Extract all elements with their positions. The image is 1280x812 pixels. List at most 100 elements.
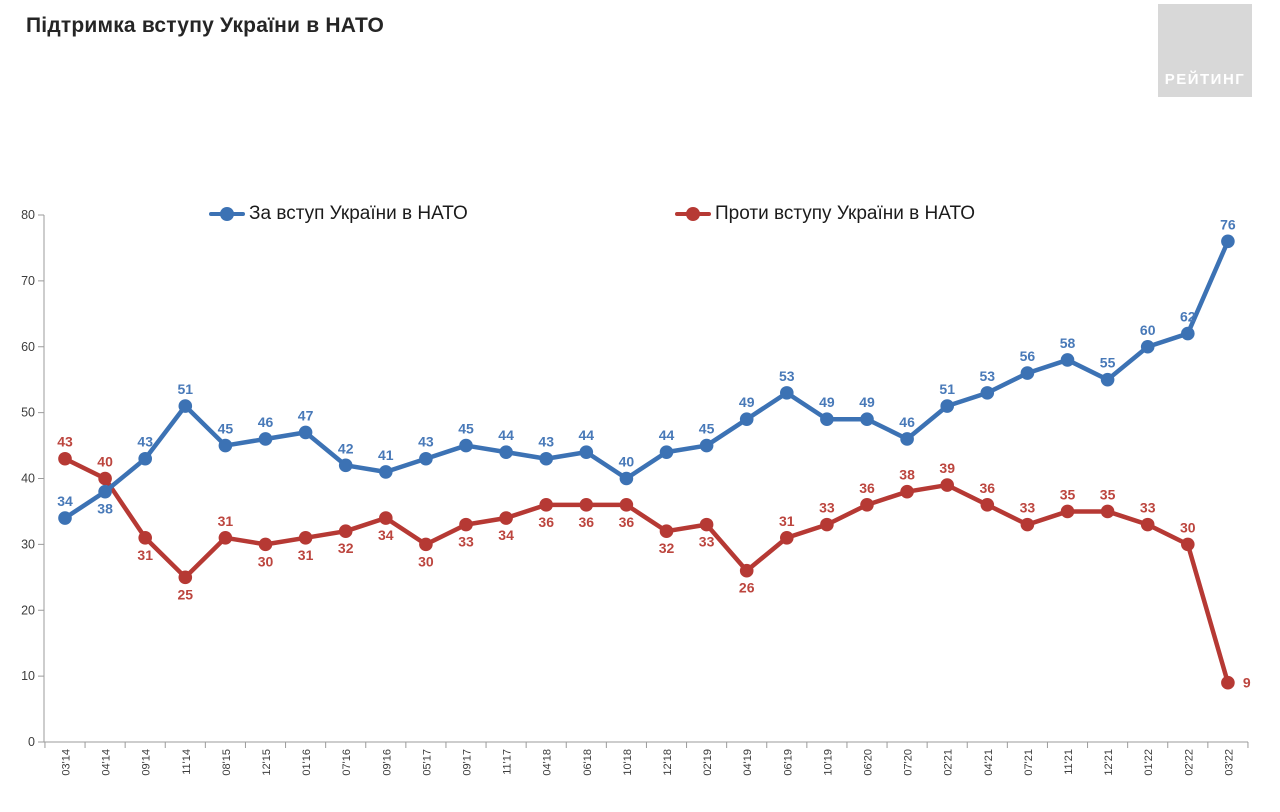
x-axis-tick-label: 04'21 [983, 749, 995, 776]
data-point-marker [58, 511, 72, 525]
data-point-marker [539, 451, 553, 466]
x-axis-tick-label: 01'16 [301, 749, 313, 776]
x-axis-tick-label: 04'14 [101, 749, 113, 776]
data-point-label: 34 [378, 527, 394, 543]
data-point-marker [539, 498, 553, 512]
data-point-label: 36 [859, 480, 875, 496]
data-point-marker [258, 537, 273, 552]
data-point-label: 36 [538, 514, 554, 530]
data-point-label: 43 [137, 434, 153, 450]
data-point-label: 35 [1060, 486, 1076, 502]
x-axis-tick-label: 12'15 [261, 749, 273, 776]
x-axis-tick-label: 06'19 [782, 749, 794, 776]
data-point-marker [659, 524, 674, 538]
data-point-label: 49 [859, 394, 875, 410]
data-point-label: 44 [659, 427, 675, 443]
x-axis-tick-label: 12'18 [662, 749, 674, 776]
data-point-marker [1100, 504, 1115, 519]
data-point-marker [699, 517, 714, 532]
data-point-marker [699, 438, 714, 453]
data-point-label: 36 [619, 514, 635, 530]
data-point-marker [338, 524, 353, 538]
data-point-marker [1140, 339, 1155, 354]
y-axis-tick-label: 60 [21, 340, 35, 354]
data-point-marker [459, 438, 473, 453]
y-axis-tick-label: 30 [21, 537, 35, 551]
data-point-marker [379, 511, 393, 525]
data-point-marker [499, 511, 513, 525]
data-point-marker [900, 484, 914, 499]
data-point-label: 9 [1243, 675, 1251, 691]
data-point-marker [178, 399, 193, 413]
data-point-marker [739, 563, 754, 578]
data-point-label: 53 [779, 368, 795, 384]
data-point-marker [379, 465, 393, 479]
data-point-marker [298, 425, 313, 440]
data-point-label: 44 [579, 427, 595, 443]
x-axis-tick-label: 09'14 [141, 749, 153, 776]
y-axis-tick-label: 20 [21, 603, 35, 617]
data-point-label: 40 [97, 454, 113, 470]
x-axis-tick-label: 02'22 [1183, 749, 1195, 776]
data-point-marker [1060, 353, 1075, 367]
data-point-label: 33 [699, 534, 715, 550]
data-point-marker [1020, 366, 1035, 380]
data-point-marker [459, 517, 473, 532]
x-axis-tick-label: 04'18 [542, 749, 554, 776]
data-point-marker [338, 458, 353, 473]
rating-logo-text: РЕЙТИНГ [1164, 71, 1246, 88]
data-point-marker [780, 530, 794, 545]
data-point-marker [980, 386, 995, 400]
data-point-label: 31 [218, 513, 234, 529]
y-axis-tick-label: 50 [21, 406, 35, 420]
data-point-label: 51 [178, 381, 194, 397]
data-point-label: 46 [899, 414, 915, 430]
y-axis-tick-label: 40 [21, 472, 35, 486]
data-point-label: 30 [1180, 519, 1196, 535]
x-axis-tick-label: 03'22 [1223, 749, 1235, 776]
data-point-label: 26 [739, 580, 755, 596]
data-point-label: 30 [418, 553, 434, 569]
x-axis-tick-label: 01'22 [1143, 749, 1155, 776]
data-point-marker [860, 412, 874, 427]
rating-logo: РЕЙТИНГ [1158, 4, 1252, 97]
data-point-marker [218, 438, 233, 453]
data-point-marker [739, 412, 754, 427]
data-point-label: 30 [258, 553, 274, 569]
series-for: 34 38 43 51 45 46 47 42 41 43 45 44 43 44 40 44 45 49 53 49… [57, 216, 1236, 525]
x-axis-tick-label: 04'19 [742, 749, 754, 776]
data-point-marker [138, 530, 152, 545]
x-axis-tick-label: 12'21 [1103, 749, 1115, 776]
data-point-label: 43 [418, 434, 434, 450]
data-point-label: 36 [980, 480, 996, 496]
axes [38, 214, 1249, 748]
x-axis-tick-label: 02'19 [702, 749, 714, 776]
data-point-label: 45 [458, 421, 474, 437]
data-point-label: 44 [498, 427, 514, 443]
legend-dot-for [220, 207, 234, 221]
data-point-marker [58, 451, 72, 466]
data-point-label: 34 [498, 527, 514, 543]
data-point-label: 55 [1100, 355, 1116, 371]
data-point-marker [1100, 372, 1115, 387]
data-point-label: 33 [1020, 500, 1036, 516]
data-point-marker [1221, 234, 1235, 249]
legend-item-for: За вступ України в НАТО [209, 203, 468, 225]
legend-label-for: За вступ України в НАТО [249, 203, 468, 224]
data-point-label: 58 [1060, 335, 1076, 351]
data-point-label: 25 [178, 586, 194, 602]
data-point-marker [579, 445, 594, 459]
series-line [62, 239, 1231, 521]
data-point-marker [619, 498, 634, 512]
data-point-marker [940, 399, 954, 413]
data-point-label: 33 [819, 500, 835, 516]
y-axis-tick-label: 70 [21, 274, 35, 288]
data-point-label: 49 [819, 394, 835, 410]
data-point-label: 45 [218, 421, 234, 437]
x-axis-tick-label: 02'21 [943, 749, 955, 776]
data-point-marker [1060, 504, 1075, 519]
data-point-marker [298, 530, 313, 545]
x-axis-tick-label: 11'17 [502, 749, 514, 775]
data-point-label: 32 [338, 540, 354, 556]
